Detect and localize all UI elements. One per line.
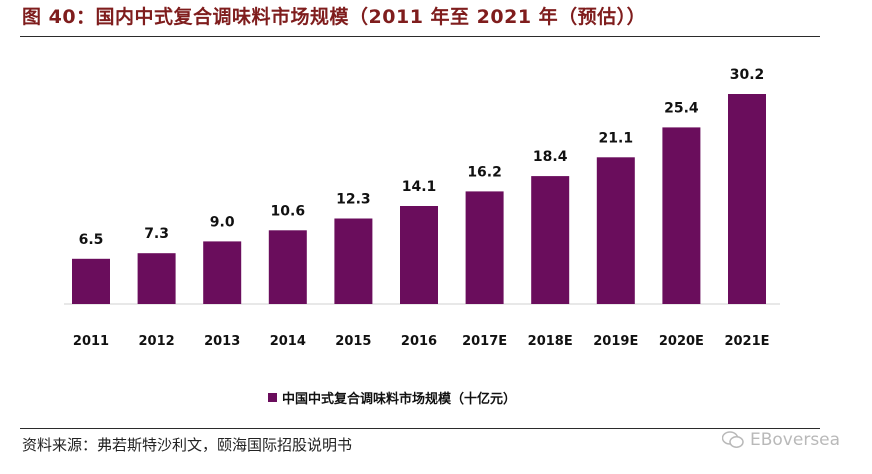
x-tick-label-2017E: 2017E (462, 334, 507, 349)
watermark-text: EBoversea (750, 430, 841, 450)
data-label-2020E: 25.4 (664, 100, 699, 116)
x-tick-label-2014: 2014 (270, 334, 306, 349)
bar-2019E (596, 157, 635, 304)
bar-2011 (72, 258, 110, 304)
data-label-2019E: 21.1 (599, 130, 634, 146)
legend-label: 中国中式复合调味料市场规模（十亿元） (282, 392, 517, 407)
figure-title: 图 40：国内中式复合调味料市场规模（2011 年至 2021 年（预估）） (22, 6, 647, 28)
x-tick-label-2013: 2013 (204, 334, 240, 349)
bar-2012 (137, 253, 176, 304)
x-tick-label-2015: 2015 (335, 334, 371, 349)
x-tick-label-2011: 2011 (73, 334, 109, 349)
x-tick-label-2020E: 2020E (659, 334, 704, 349)
x-tick-label-2019E: 2019E (593, 334, 638, 349)
data-label-2015: 12.3 (336, 192, 371, 208)
bar-2013 (203, 241, 242, 304)
title-divider (20, 36, 820, 37)
bar-2018E (531, 176, 570, 304)
bar-2021E (728, 94, 766, 304)
source-note: 资料来源：弗若斯特沙利文，颐海国际招股说明书 (22, 436, 353, 454)
x-tick-label-2021E: 2021E (724, 334, 769, 349)
bar-2016 (400, 206, 438, 304)
data-label-2021E: 30.2 (730, 67, 765, 83)
bar-2020E (662, 127, 701, 305)
legend-swatch (268, 393, 277, 402)
data-label-2012: 7.3 (144, 226, 169, 242)
wechat-icon (722, 431, 744, 448)
data-label-2013: 9.0 (210, 214, 235, 230)
x-tick-label-2016: 2016 (401, 334, 437, 349)
x-tick-label-2018E: 2018E (528, 334, 573, 349)
x-tick-label-2012: 2012 (139, 334, 175, 349)
bar-2015 (334, 218, 373, 304)
data-label-2018E: 18.4 (533, 149, 568, 165)
legend: 中国中式复合调味料市场规模（十亿元） (268, 388, 516, 407)
source-divider (20, 428, 820, 429)
data-label-2016: 14.1 (402, 179, 437, 195)
data-label-2017E: 16.2 (467, 164, 502, 180)
bar-2014 (268, 230, 307, 304)
data-label-2011: 6.5 (79, 232, 104, 248)
data-label-2014: 10.6 (271, 203, 306, 219)
bars-group: 6.5 2011 7.3 2012 9.0 2013 10.6 2014 12.3 2015 14.… (72, 67, 770, 349)
bar-2017E (465, 191, 504, 304)
watermark: EBoversea (722, 430, 840, 450)
